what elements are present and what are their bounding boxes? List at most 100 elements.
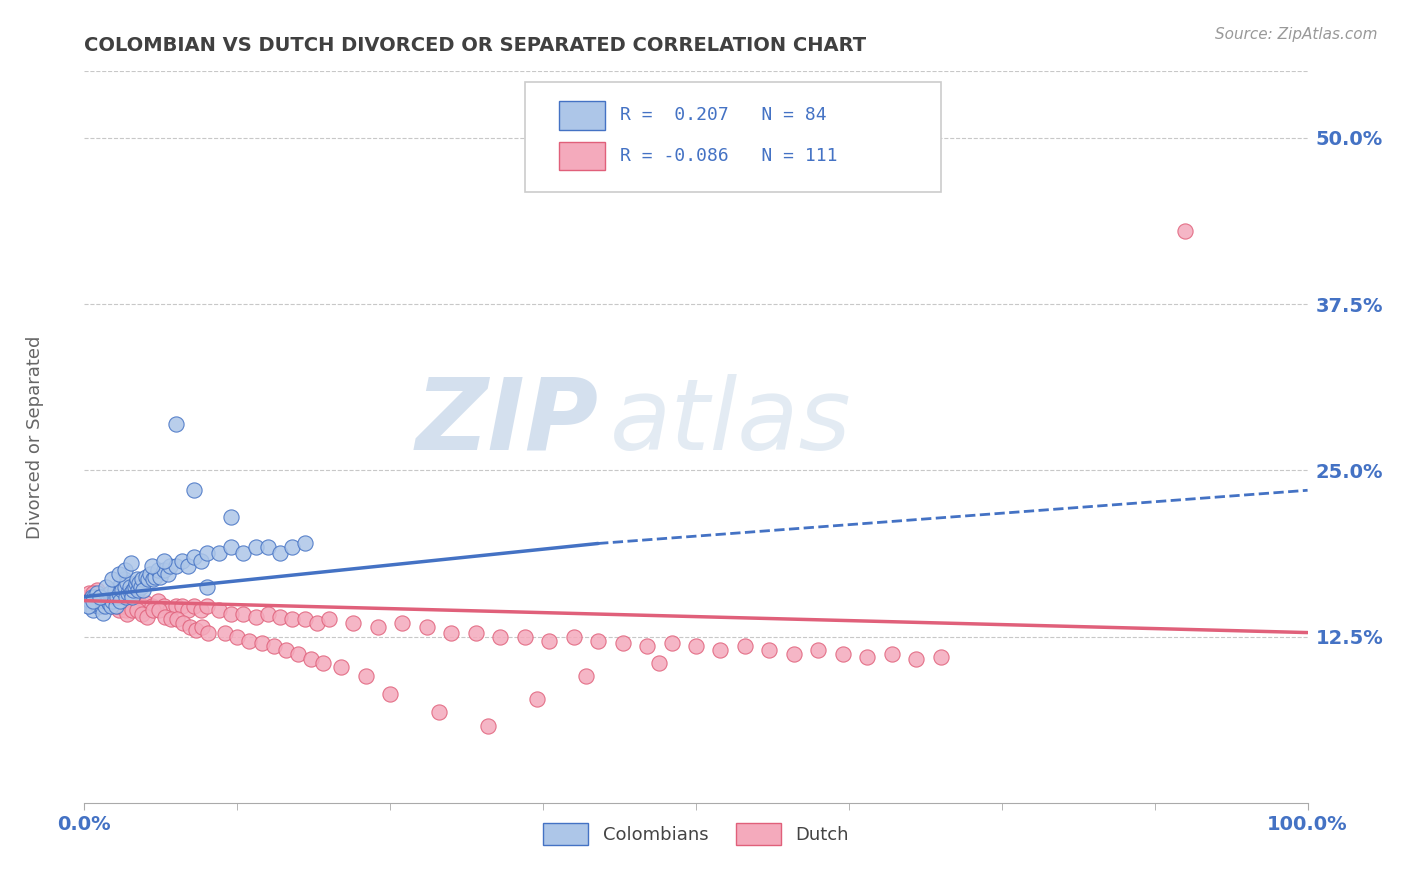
Point	[312, 656, 335, 670]
Point	[354, 669, 377, 683]
Point	[905, 652, 928, 666]
Point	[127, 582, 149, 597]
Point	[105, 596, 128, 610]
Point	[83, 590, 105, 604]
Point	[87, 593, 110, 607]
Point	[114, 563, 136, 577]
Point	[141, 559, 163, 574]
Point	[107, 603, 129, 617]
Point	[148, 603, 170, 617]
Point	[367, 620, 389, 634]
Point	[245, 541, 267, 555]
Point	[575, 669, 598, 683]
Point	[131, 607, 153, 621]
Point	[245, 609, 267, 624]
Point	[219, 509, 242, 524]
Point	[97, 590, 120, 604]
Point	[143, 570, 166, 584]
Point	[105, 599, 128, 613]
Point	[685, 639, 707, 653]
Point	[281, 612, 304, 626]
Point	[238, 633, 260, 648]
Point	[153, 599, 176, 613]
Point	[195, 580, 218, 594]
Point	[82, 603, 104, 617]
Point	[135, 596, 157, 610]
Point	[128, 576, 150, 591]
Point	[172, 554, 194, 568]
Point	[98, 585, 121, 599]
Point	[141, 599, 163, 613]
Point	[139, 567, 162, 582]
Point	[101, 573, 124, 587]
Point	[165, 559, 187, 574]
Point	[831, 647, 853, 661]
Point	[183, 483, 205, 498]
Point	[257, 541, 280, 555]
Point	[136, 573, 159, 587]
FancyBboxPatch shape	[524, 82, 941, 192]
Point	[391, 616, 413, 631]
Point	[115, 576, 138, 591]
Point	[172, 616, 194, 631]
Point	[153, 609, 176, 624]
Point	[177, 603, 200, 617]
Point	[342, 616, 364, 631]
Point	[111, 582, 134, 597]
Point	[104, 582, 127, 597]
Point	[880, 647, 903, 661]
Point	[97, 596, 120, 610]
Point	[122, 582, 145, 597]
Point	[80, 590, 103, 604]
Point	[112, 599, 135, 613]
Point	[125, 603, 148, 617]
FancyBboxPatch shape	[560, 101, 606, 129]
Point	[114, 580, 136, 594]
Point	[758, 643, 780, 657]
Point	[129, 599, 152, 613]
Point	[118, 580, 141, 594]
Point	[250, 636, 273, 650]
Point	[146, 563, 169, 577]
Point	[110, 576, 132, 591]
Point	[153, 554, 176, 568]
Point	[77, 599, 100, 613]
Point	[208, 603, 231, 617]
Point	[97, 593, 120, 607]
Point	[149, 570, 172, 584]
Point	[183, 599, 205, 613]
Point	[232, 546, 254, 560]
Point	[96, 590, 118, 604]
Point	[76, 590, 98, 604]
FancyBboxPatch shape	[560, 142, 606, 170]
Point	[159, 603, 181, 617]
Point	[538, 633, 561, 648]
Point	[115, 603, 138, 617]
Point	[77, 599, 100, 613]
Point	[276, 643, 298, 657]
Point	[94, 599, 117, 613]
Point	[89, 590, 111, 604]
Point	[135, 570, 157, 584]
Text: ZIP: ZIP	[415, 374, 598, 471]
Point	[127, 593, 149, 607]
Point	[219, 541, 242, 555]
Point	[82, 585, 104, 599]
Point	[190, 603, 212, 617]
Point	[125, 599, 148, 613]
Point	[856, 649, 879, 664]
Point	[93, 590, 115, 604]
Point	[146, 593, 169, 607]
Point	[125, 576, 148, 591]
Point	[131, 573, 153, 587]
Point	[191, 620, 214, 634]
Point	[440, 625, 463, 640]
Point	[121, 590, 143, 604]
Point	[159, 559, 181, 574]
Point	[124, 580, 146, 594]
Point	[734, 639, 756, 653]
Point	[100, 599, 122, 613]
Text: Divorced or Separated: Divorced or Separated	[27, 335, 45, 539]
Point	[96, 593, 118, 607]
Point	[115, 607, 138, 621]
